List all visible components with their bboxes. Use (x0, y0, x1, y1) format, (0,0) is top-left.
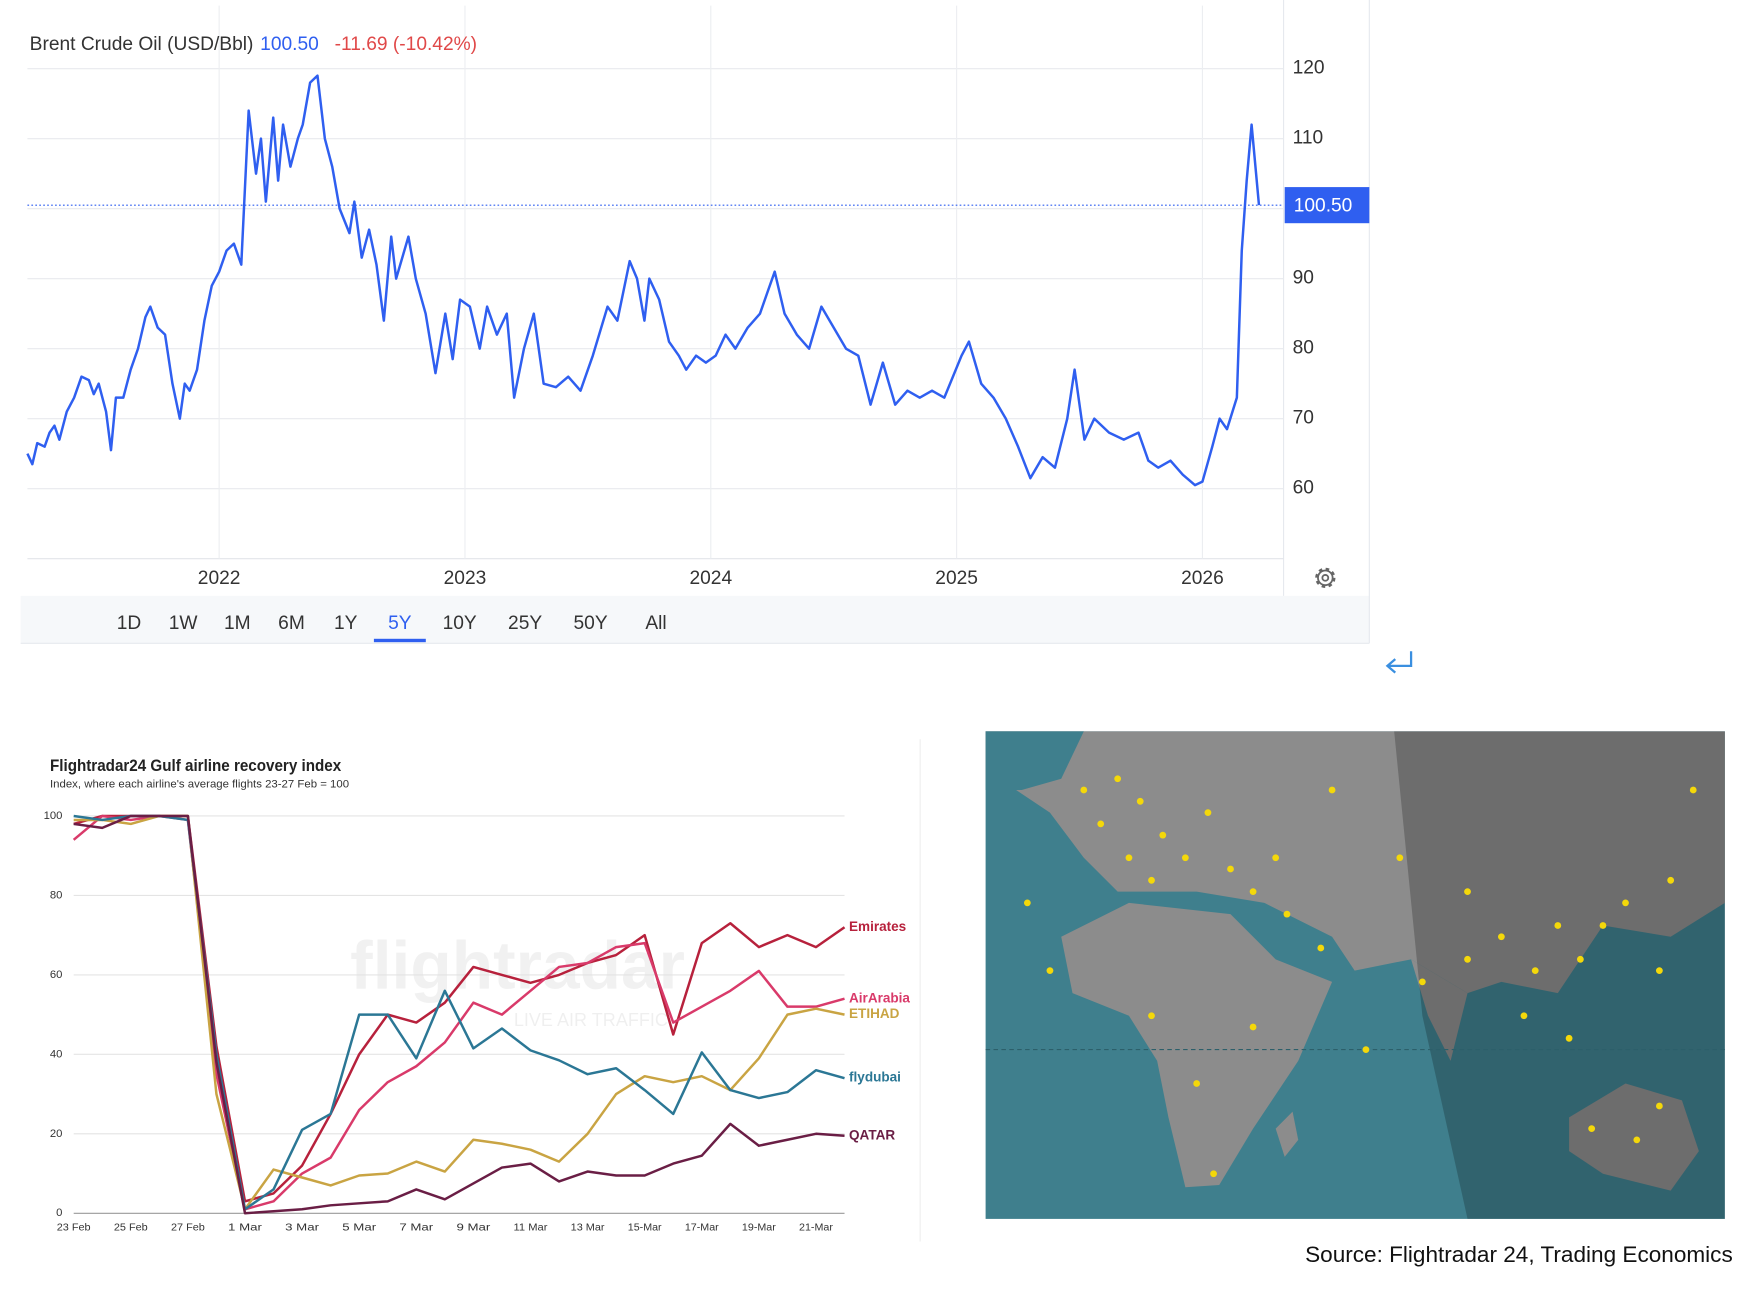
x-tick-label: 19-Mar (742, 1223, 777, 1234)
x-tick-label: 9 Mar (456, 1223, 491, 1234)
chart-subtitle: Index, where each airline's average flig… (50, 778, 349, 790)
night-shade (1394, 731, 1725, 1219)
y-tick-label: 0 (56, 1207, 62, 1219)
land-australia (1569, 1083, 1699, 1191)
legend-label: QATAR (849, 1127, 895, 1142)
flight-map (985, 731, 1725, 1219)
x-tick-label: 25 Feb (114, 1223, 148, 1234)
series-line (73, 814, 846, 1203)
legend-label: AirArabia (849, 990, 910, 1005)
last-price-label: 100.50 (1294, 195, 1353, 216)
return-icon (1385, 651, 1413, 674)
x-tick-label: 2026 (1181, 568, 1224, 589)
x-tick-label: 2024 (689, 568, 732, 589)
chart-title: Flightradar24 Gulf airline recovery inde… (50, 756, 342, 775)
x-tick-label: 15-Mar (628, 1223, 663, 1234)
aircraft (1023, 775, 1697, 1178)
settings-icon[interactable] (1315, 567, 1336, 589)
range-button[interactable]: 1Y (334, 613, 358, 634)
series-line (73, 814, 845, 1215)
ocean-atlantic (985, 731, 1084, 791)
y-tick-label: 40 (50, 1048, 63, 1060)
x-tick-label: 27 Feb (171, 1223, 205, 1234)
series-line (73, 814, 845, 1211)
x-tick-label: 7 Mar (399, 1223, 434, 1234)
price-line (26, 74, 1261, 487)
gear-ring (1317, 569, 1334, 587)
recovery-chart: Flightradar24 Gulf airline recovery inde… (44, 756, 911, 1234)
last-price: 100.50 (260, 34, 319, 55)
watermark-sub: LIVE AIR TRAFFIC (514, 1010, 668, 1030)
x-tick-label: 21-Mar (799, 1223, 834, 1234)
watermark: flightradar (350, 928, 685, 1003)
y-tick-label: 80 (50, 889, 63, 901)
x-tick-label: 2025 (935, 568, 978, 589)
range-button[interactable]: 5Y (388, 613, 412, 634)
legend-label: flydubai (849, 1070, 901, 1085)
last-price-tag (1284, 187, 1370, 224)
range-selected-underline (373, 638, 426, 643)
x-tick-label: 1 Mar (228, 1223, 263, 1234)
source-note: Source: Flightradar 24, Trading Economic… (1305, 1242, 1733, 1267)
range-button[interactable]: 1D (117, 613, 142, 634)
chart-header: Brent Crude Oil (USD/Bbl) 100.50 -11.69 (-… (30, 34, 477, 55)
x-tick-label: 2022 (198, 568, 241, 589)
brent-chart: 6070809010011012020222023202420252026100… (26, 5, 1370, 643)
range-button[interactable]: 6M (278, 613, 305, 634)
range-button[interactable]: 1M (224, 613, 251, 634)
range-button[interactable]: 25Y (508, 613, 542, 634)
x-tick-label: 5 Mar (342, 1223, 377, 1234)
land-eurasia (985, 731, 1725, 994)
land-africa (1061, 902, 1333, 1188)
x-tick-label: 17-Mar (685, 1223, 720, 1234)
y-tick-label: 100 (44, 810, 63, 822)
range-button[interactable]: 10Y (443, 613, 477, 634)
legend-label: ETIHAD (849, 1006, 900, 1021)
price-change: -11.69 (-10.42%) (335, 34, 477, 55)
series-line (73, 814, 845, 1211)
y-tick-label: 60 (1293, 478, 1314, 499)
x-tick-label: 3 Mar (285, 1223, 320, 1234)
y-tick-label: 20 (50, 1128, 63, 1140)
range-button[interactable]: 1W (169, 613, 199, 634)
x-tick-label: 2023 (444, 568, 487, 589)
y-tick-label: 110 (1293, 128, 1324, 149)
y-tick-label: 90 (1293, 268, 1314, 289)
y-tick-label: 120 (1293, 58, 1325, 79)
range-button[interactable]: 50Y (574, 613, 608, 634)
y-tick-label: 60 (50, 969, 63, 981)
x-tick-label: 13 Mar (571, 1223, 606, 1234)
gear-teeth (1315, 567, 1336, 589)
range-bar (20, 595, 1370, 644)
gear-hub (1321, 574, 1330, 582)
series-line (72, 814, 845, 1211)
y-tick-label: 70 (1293, 408, 1314, 429)
y-tick-label: 80 (1293, 338, 1314, 359)
legend-label: Emirates (849, 919, 906, 934)
x-tick-label: 23 Feb (57, 1223, 91, 1234)
chart-title: Brent Crude Oil (USD/Bbl) (30, 34, 254, 55)
range-button[interactable]: All (645, 613, 666, 634)
x-tick-label: 11 Mar (514, 1223, 549, 1234)
